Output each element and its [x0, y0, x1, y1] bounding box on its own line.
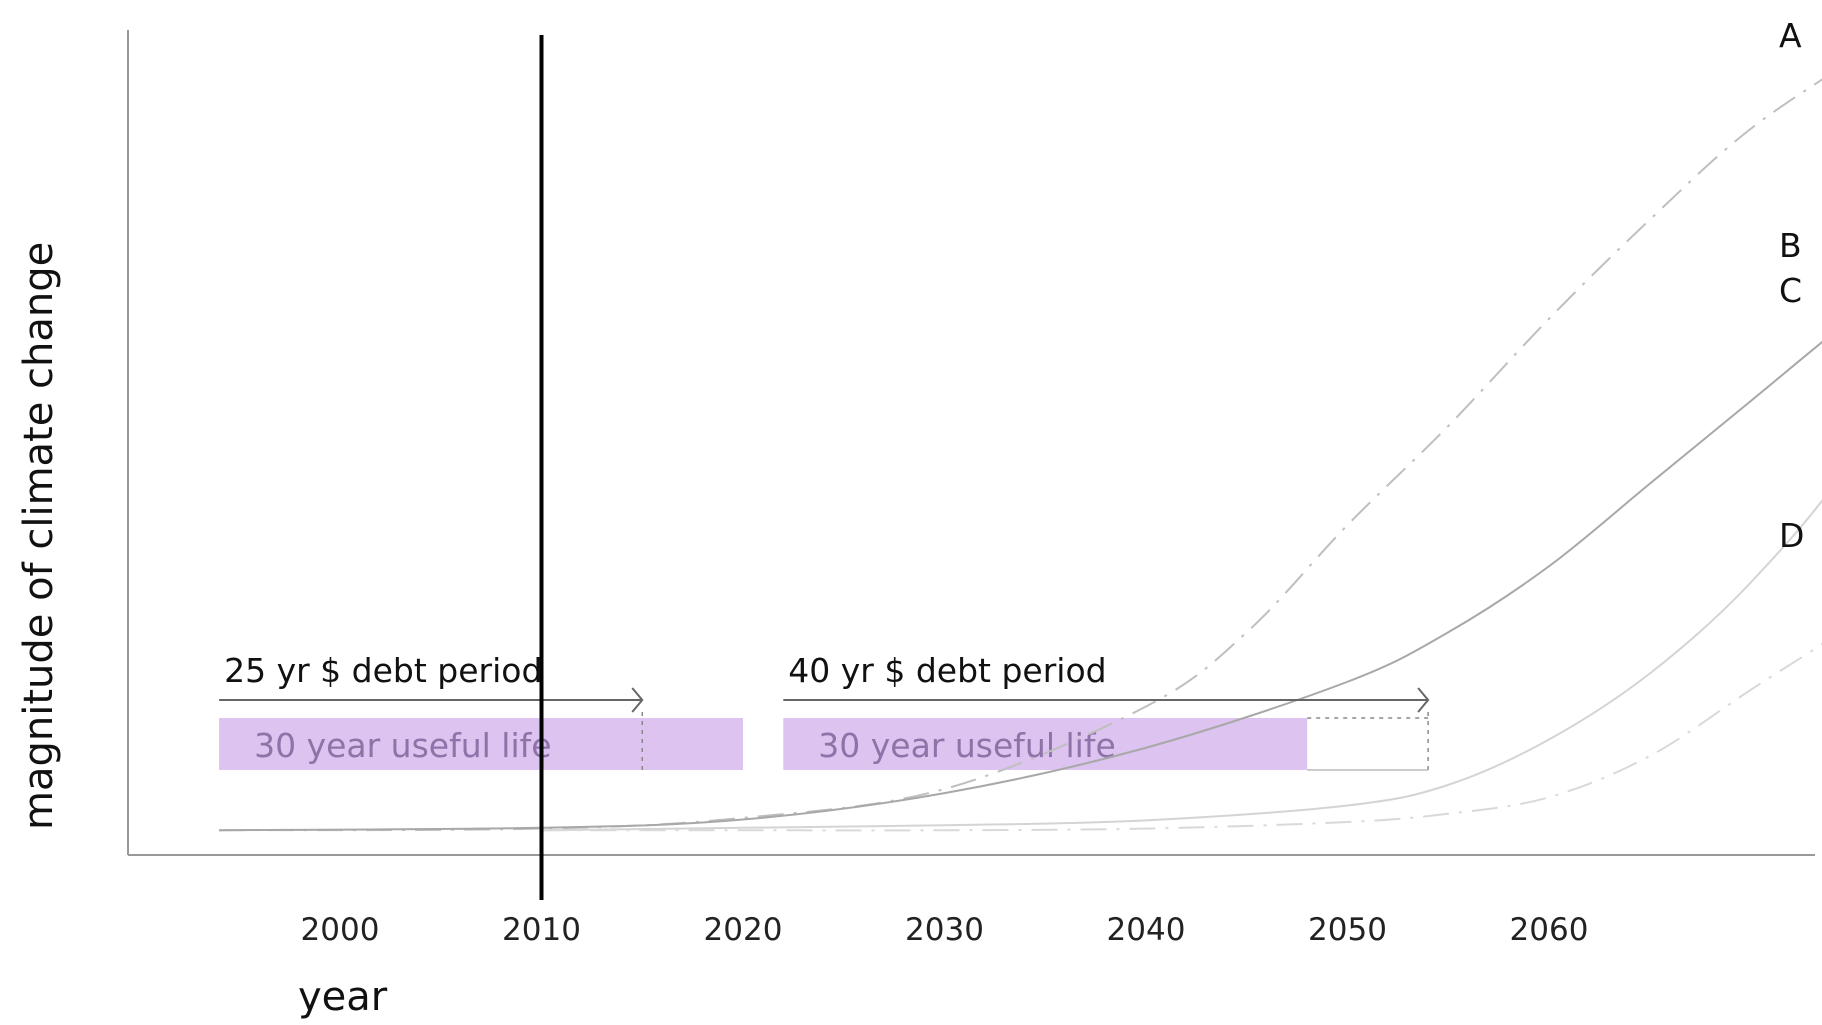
x-tick-label: 2040: [1107, 912, 1186, 948]
series-line-c: [541, 499, 1822, 832]
x-tick-label: 2000: [301, 912, 380, 948]
series-lines: [219, 78, 1822, 832]
series-label-d: D: [1779, 516, 1804, 555]
series-labels: A BC D: [1779, 16, 1804, 555]
x-tick-label: 2020: [704, 912, 783, 948]
axes: [127, 30, 1815, 856]
useful-life-label-1: 30 year useful life: [254, 726, 551, 765]
debt-period-annotations: 25 yr $ debt period 40 yr $ debt period: [219, 651, 1430, 775]
x-tick-label: 2030: [905, 912, 984, 948]
debt-period-label-1: 25 yr $ debt period: [224, 651, 542, 690]
series-label-a: A: [1779, 16, 1802, 55]
arrow-head-1: [631, 687, 644, 713]
series-line-d: [541, 642, 1822, 832]
x-tick-label: 2060: [1510, 912, 1589, 948]
x-tick-label: 2010: [502, 912, 581, 948]
useful-life-band-1: [219, 718, 744, 770]
x-axis-title: year: [298, 974, 388, 1020]
series-line-b: [219, 340, 1822, 832]
debt-period-label-2: 40 yr $ debt period: [788, 651, 1106, 690]
x-tick-label: 2050: [1308, 912, 1387, 948]
series-line-a: [219, 78, 1822, 832]
useful-life-label-2: 30 year useful life: [818, 726, 1115, 765]
y-axis-title: magnitude of climate change: [16, 242, 62, 830]
useful-life-bands: 30 year useful life 30 year useful life: [219, 718, 1308, 770]
series-label-b: B: [1779, 226, 1802, 265]
series-label-c: C: [1779, 271, 1802, 310]
arrow-head-2: [1417, 687, 1430, 713]
x-tick-labels: 20002010202020302040205020602080: [301, 912, 1589, 948]
